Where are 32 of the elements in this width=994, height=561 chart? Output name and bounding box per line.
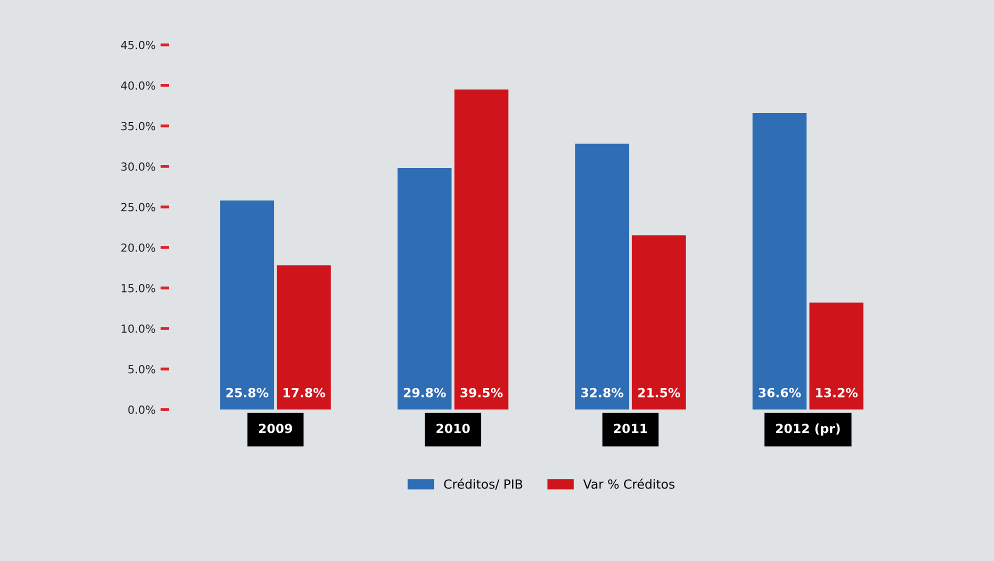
bar bbox=[809, 302, 864, 410]
data-label: 25.8% bbox=[226, 388, 268, 398]
x-tick-label: 2009 bbox=[259, 424, 292, 434]
bar bbox=[276, 265, 331, 410]
legend-label: Créditos/ PIB bbox=[444, 478, 522, 490]
y-tick-label: 45.0% bbox=[121, 40, 156, 50]
data-label: 39.5% bbox=[460, 388, 503, 398]
bar bbox=[752, 112, 807, 410]
data-label: 13.2% bbox=[816, 388, 858, 398]
x-tick-label: 2012 (pr) bbox=[776, 424, 840, 436]
y-tick-label: 15.0% bbox=[122, 284, 156, 292]
x-tick-label: 2011 bbox=[614, 424, 648, 434]
y-tick-label: 25.0% bbox=[121, 202, 156, 212]
data-label: 21.5% bbox=[638, 388, 680, 398]
bar bbox=[398, 168, 452, 410]
y-tick-label: 20.0% bbox=[121, 243, 156, 252]
data-label: 29.8% bbox=[404, 388, 446, 398]
y-tick-label: 0.0% bbox=[128, 406, 156, 414]
y-tick-label: 40.0% bbox=[121, 81, 156, 90]
data-label: 17.8% bbox=[284, 388, 326, 398]
bar bbox=[454, 89, 508, 410]
legend-label: Var % Créditos bbox=[583, 478, 674, 489]
bar bbox=[632, 235, 686, 410]
y-tick-label: 35.0% bbox=[121, 122, 156, 130]
y-tick-label: 30.0% bbox=[121, 162, 156, 171]
data-label: 32.8% bbox=[581, 388, 624, 398]
bar bbox=[220, 200, 274, 410]
x-tick-label: 2010 bbox=[436, 424, 470, 434]
y-tick-label: 10.0% bbox=[122, 324, 156, 333]
y-tick-label: 5.0% bbox=[128, 364, 156, 374]
data-label: 36.6% bbox=[758, 388, 801, 398]
bar bbox=[575, 144, 630, 410]
